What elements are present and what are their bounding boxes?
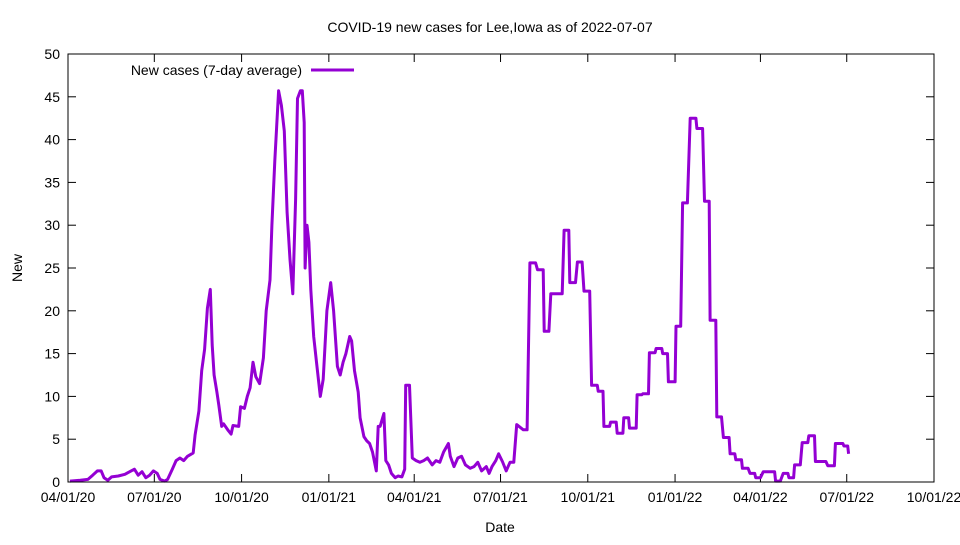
y-tick-label: 35	[44, 174, 60, 190]
y-tick-label: 25	[44, 260, 60, 276]
x-tick-label: 04/01/20	[41, 489, 96, 505]
legend-label: New cases (7-day average)	[131, 62, 302, 78]
x-tick-label: 10/01/21	[561, 489, 616, 505]
x-tick-label: 04/01/21	[387, 489, 442, 505]
y-tick-label: 10	[44, 388, 60, 404]
y-tick-label: 5	[52, 431, 60, 447]
x-tick-label: 01/01/21	[302, 489, 357, 505]
y-tick-label: 15	[44, 346, 60, 362]
x-tick-label: 10/01/20	[214, 489, 269, 505]
x-axis-label: Date	[485, 519, 515, 535]
x-tick-label: 10/01/22	[907, 489, 960, 505]
x-tick-label: 01/01/22	[648, 489, 703, 505]
x-tick-label: 07/01/22	[819, 489, 874, 505]
legend: New cases (7-day average)	[131, 62, 354, 78]
y-tick-label: 50	[44, 46, 60, 62]
series-line-new-cases	[69, 89, 851, 483]
y-tick-label: 30	[44, 217, 60, 233]
y-axis-label: New	[9, 253, 25, 282]
plot-frame	[67, 53, 935, 483]
y-tick-label: 45	[44, 89, 60, 105]
x-tick-label: 04/01/22	[733, 489, 788, 505]
y-tick-label: 0	[52, 474, 60, 490]
y-tick-label: 20	[44, 303, 60, 319]
x-tick-label: 07/01/20	[127, 489, 182, 505]
axis-ticks: 0 5 10 15 20 25 30 35 40 45 50 04/01/20 07/01/20 10/0…	[41, 46, 960, 505]
chart-title: COVID-19 new cases for Lee,Iowa as of 20…	[327, 19, 653, 35]
x-tick-label: 07/01/21	[473, 489, 528, 505]
y-tick-label: 40	[44, 132, 60, 148]
